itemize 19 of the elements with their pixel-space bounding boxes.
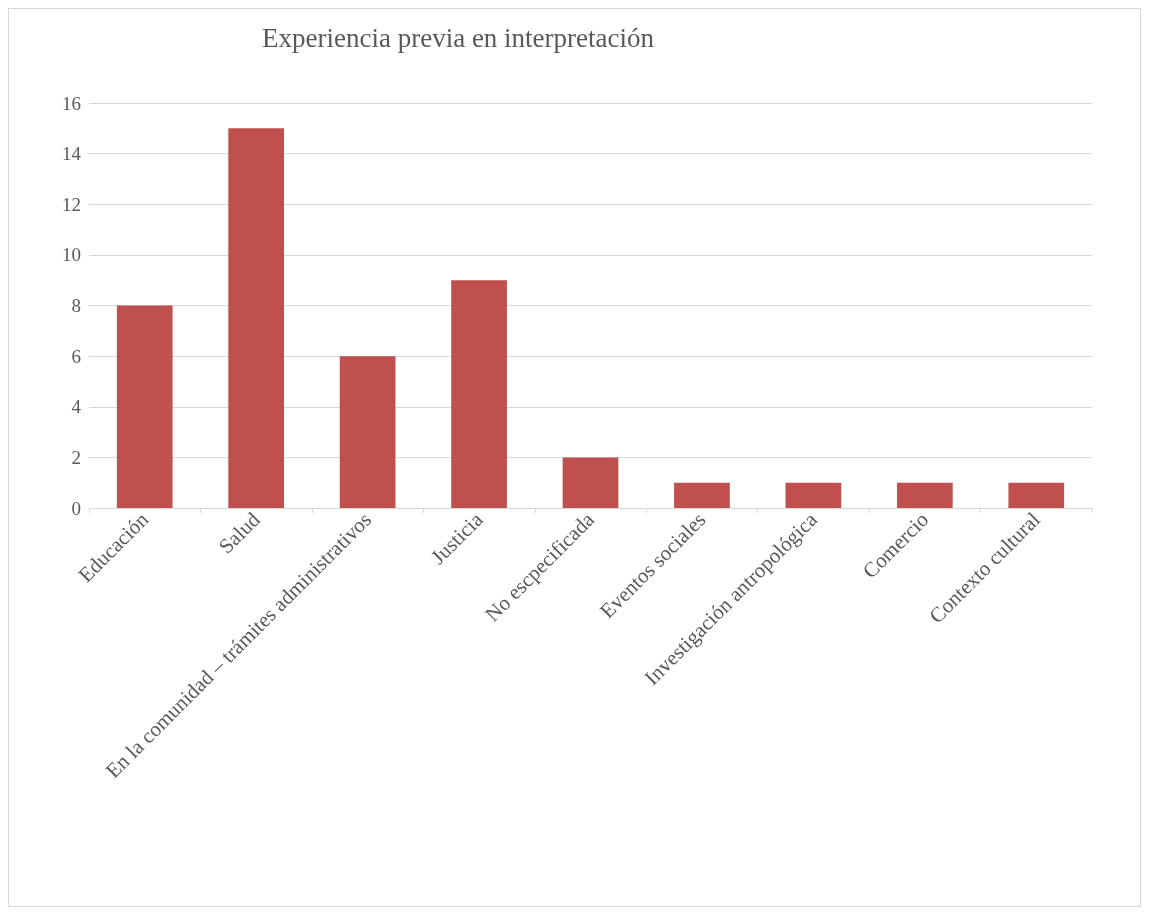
bar <box>1008 482 1065 508</box>
y-tick-label: 14 <box>62 143 82 165</box>
bar <box>674 482 730 508</box>
y-tick-label: 6 <box>71 345 81 367</box>
y-tick-label: 2 <box>71 446 81 468</box>
y-tick-label: 8 <box>71 295 81 316</box>
bar <box>562 457 619 508</box>
y-tick-label: 0 <box>71 497 81 519</box>
y-tick-label: 12 <box>62 193 81 215</box>
bar <box>339 356 396 508</box>
chart-title: Experiencia previa en interpretación <box>262 22 655 53</box>
bar <box>785 482 842 508</box>
bar <box>451 280 507 508</box>
bar <box>228 128 285 508</box>
y-tick-label: 10 <box>62 244 81 266</box>
bar <box>116 305 173 508</box>
bar <box>896 482 953 508</box>
y-tick-label: 4 <box>71 396 82 418</box>
y-tick-label: 16 <box>62 92 81 114</box>
